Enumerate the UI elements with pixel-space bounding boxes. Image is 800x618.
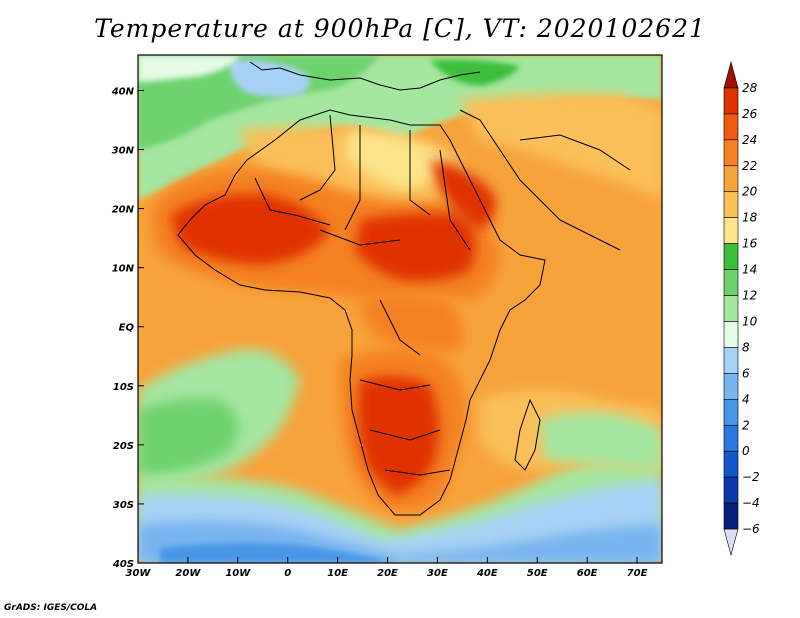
colorbar-label: 28 (742, 81, 758, 95)
colorbar-label: −6 (742, 522, 760, 536)
lon-tick-label: 40E (476, 568, 498, 579)
lon-tick-label: 70E (627, 568, 648, 579)
colorbar-swatch (723, 191, 739, 218)
colorbar-swatch (723, 450, 739, 478)
colorbar-swatch (723, 373, 739, 400)
colorbar-swatch (723, 399, 739, 426)
lon-tick-label: 30W (126, 568, 152, 579)
colorbar-label: 0 (742, 444, 750, 458)
grads-credit: GrADS: IGES/COLA (4, 603, 98, 613)
colorbar-label: 20 (742, 185, 758, 199)
lat-tick-label: 20N (112, 205, 135, 216)
colorbar-label: 2 (742, 418, 750, 432)
lon-tick-label: 0 (284, 568, 291, 579)
map-axes: 30W 20W 10W 0 10E 20E 30E 40E 50E 60E 70E 40N 30N 20N… (111, 86, 648, 579)
colorbar-swatch (723, 243, 739, 270)
colorbar-label: 4 (742, 392, 750, 406)
colorbar-swatch (723, 217, 739, 244)
colorbar-label: 6 (742, 366, 750, 380)
colorbar-label: 24 (742, 133, 757, 147)
colorbar-label: −4 (742, 496, 760, 510)
lon-tick-label: 10E (327, 568, 348, 579)
lat-tick-label: 30N (112, 146, 135, 157)
colorbar-swatch (723, 476, 739, 504)
colorbar-swatch (723, 295, 739, 322)
lon-tick-label: 30E (427, 568, 448, 579)
colorbar-swatch (723, 113, 739, 141)
colorbar-label: 10 (742, 314, 758, 328)
country-borders (177, 61, 631, 516)
colorbar-label: 14 (742, 263, 757, 277)
lon-tick-label: 60E (577, 568, 598, 579)
map-title: Temperature at 900hPa [C], VT: 202010262… (94, 14, 706, 43)
lon-tick-label: 20E (377, 568, 398, 579)
colorbar-label: 16 (742, 237, 758, 251)
plot-frame (137, 54, 663, 564)
colorbar-swatch (723, 269, 739, 296)
lat-tick-label: 20S (113, 441, 134, 452)
colorbar-swatch (723, 139, 739, 167)
colorbar-label: 12 (742, 289, 757, 303)
lat-tick-label: 40S (112, 559, 134, 570)
colorbar-top-arrow (723, 60, 739, 89)
lon-tick-label: 50E (527, 568, 548, 579)
colorbar-swatch (723, 321, 739, 348)
colorbar-label: 26 (742, 107, 758, 121)
lat-tick-label: 10S (113, 382, 134, 393)
colorbar-label: 18 (742, 211, 758, 225)
temperature-field (138, 55, 662, 563)
lat-tick-label: 10N (112, 264, 135, 275)
colorbar-label: 22 (742, 159, 757, 173)
colorbar-label: −2 (742, 470, 760, 484)
lon-tick-label: 20W (175, 568, 201, 579)
lat-tick-label: EQ (119, 323, 135, 334)
colorbar-swatch (723, 502, 739, 530)
colorbar-swatch (723, 347, 739, 374)
colorbar-swatch (723, 424, 739, 452)
colorbar-bottom-arrow (723, 528, 739, 557)
colorbar-swatch (723, 165, 739, 193)
colorbar-label: 8 (742, 340, 750, 354)
lon-tick-label: 10W (225, 568, 251, 579)
colorbar-swatch (723, 87, 739, 115)
lat-tick-label: 40N (111, 86, 135, 97)
lat-tick-label: 30S (113, 500, 134, 511)
